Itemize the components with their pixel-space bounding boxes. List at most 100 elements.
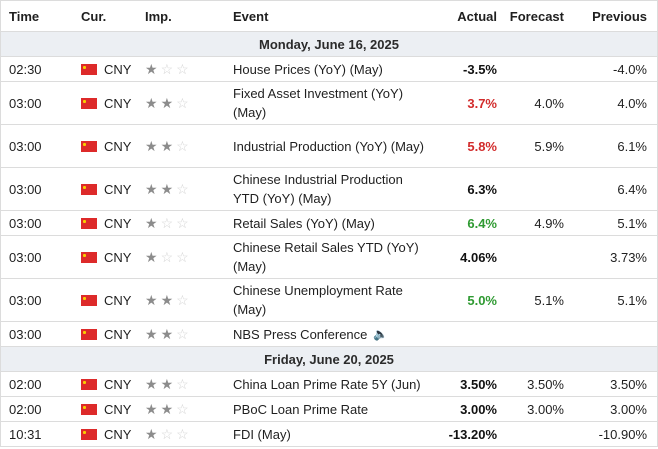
- previous-value: 5.1%: [617, 292, 647, 308]
- forecast-value: 5.9%: [534, 138, 564, 154]
- event-time: 03:00: [9, 249, 42, 265]
- event-name[interactable]: FDI (May): [233, 426, 291, 442]
- star-empty-icon: ☆: [160, 426, 174, 442]
- actual-value: 5.0%: [467, 292, 497, 308]
- previous-value: 6.1%: [617, 138, 647, 154]
- event-name[interactable]: NBS Press Conference: [233, 326, 368, 342]
- currency-code: CNY: [104, 426, 132, 442]
- star-filled-icon: ★: [145, 292, 158, 308]
- star-filled-icon: ★: [145, 426, 158, 442]
- event-name[interactable]: PBoC Loan Prime Rate: [233, 401, 369, 417]
- event-name[interactable]: Chinese Unemployment Rate (May): [233, 283, 403, 317]
- currency-code: CNY: [104, 326, 132, 342]
- event-name-cell[interactable]: House Prices (YoY) (May): [233, 60, 429, 79]
- header-time[interactable]: Time: [9, 8, 40, 24]
- currency-cell: CNY: [81, 250, 145, 265]
- event-row[interactable]: 03:00 CNY ★ ☆ ☆ Chinese Retail Sales YTD (YoY…: [1, 236, 657, 279]
- actual-value: 6.3%: [467, 181, 497, 197]
- star-filled-icon: ★: [145, 61, 158, 77]
- previous-value: 3.50%: [610, 376, 647, 392]
- actual-value: 6.4%: [467, 215, 497, 231]
- event-row[interactable]: 10:31 CNY ★ ☆ ☆ FDI (May) -13.20% -10.90%: [1, 422, 657, 447]
- event-name[interactable]: Fixed Asset Investment (YoY) (May): [233, 86, 404, 120]
- event-row[interactable]: 03:00 CNY ★ ★ ☆ Fixed Asset Investment (YoY) …: [1, 82, 657, 125]
- event-row[interactable]: 03:00 CNY ★ ☆ ☆ Retail Sales (YoY) (May) 6.4% 4…: [1, 211, 657, 236]
- event-name[interactable]: Chinese Industrial Production YTD (YoY) …: [233, 172, 403, 206]
- event-row[interactable]: 02:30 CNY ★ ☆ ☆ House Prices (YoY) (May) -3.5%…: [1, 57, 657, 82]
- china-flag-icon: [81, 183, 97, 195]
- header-importance[interactable]: Imp.: [145, 8, 172, 24]
- importance-stars: ★ ☆ ☆: [145, 216, 233, 230]
- previous-value: 3.73%: [610, 249, 647, 265]
- event-name-cell[interactable]: PBoC Loan Prime Rate: [233, 400, 429, 419]
- star-filled-icon: ★: [145, 376, 158, 392]
- star-filled-icon: ★: [145, 181, 158, 197]
- event-name-cell[interactable]: Industrial Production (YoY) (May): [233, 137, 429, 156]
- importance-stars: ★ ☆ ☆: [145, 62, 233, 76]
- previous-value: -4.0%: [613, 61, 647, 77]
- importance-stars: ★ ☆ ☆: [145, 250, 233, 264]
- day-header: Friday, June 20, 2025: [1, 347, 657, 372]
- event-name[interactable]: China Loan Prime Rate 5Y (Jun): [233, 376, 421, 392]
- event-name-cell[interactable]: Chinese Industrial Production YTD (YoY) …: [233, 170, 429, 208]
- event-name[interactable]: House Prices (YoY) (May): [233, 61, 383, 77]
- star-empty-icon: ☆: [176, 426, 189, 442]
- star-empty-icon: ☆: [160, 249, 174, 265]
- star-empty-icon: ☆: [176, 95, 189, 111]
- star-filled-icon: ★: [160, 138, 174, 154]
- event-name[interactable]: Retail Sales (YoY) (May): [233, 215, 375, 231]
- china-flag-icon: [81, 428, 97, 440]
- event-row[interactable]: 02:00 CNY ★ ★ ☆ PBoC Loan Prime Rate 3.00% 3.00…: [1, 397, 657, 422]
- event-row[interactable]: 03:00 CNY ★ ★ ☆ Chinese Unemployment Rate (Ma…: [1, 279, 657, 322]
- header-previous[interactable]: Previous: [592, 8, 647, 24]
- china-flag-icon: [81, 217, 97, 229]
- event-name-cell[interactable]: Chinese Retail Sales YTD (YoY) (May): [233, 238, 429, 276]
- china-flag-icon: [81, 97, 97, 109]
- currency-cell: CNY: [81, 216, 145, 231]
- star-filled-icon: ★: [160, 376, 174, 392]
- star-empty-icon: ☆: [160, 61, 174, 77]
- previous-value: -10.90%: [598, 426, 647, 442]
- currency-cell: CNY: [81, 182, 145, 197]
- previous-value: 5.1%: [617, 215, 647, 231]
- event-name-cell[interactable]: Fixed Asset Investment (YoY) (May): [233, 84, 429, 122]
- event-time: 03:00: [9, 215, 42, 231]
- currency-code: CNY: [104, 249, 132, 265]
- event-row[interactable]: 02:00 CNY ★ ★ ☆ China Loan Prime Rate 5Y (Jun…: [1, 372, 657, 397]
- star-empty-icon: ☆: [176, 215, 189, 231]
- currency-cell: CNY: [81, 293, 145, 308]
- event-time: 02:00: [9, 376, 42, 392]
- star-filled-icon: ★: [145, 401, 158, 417]
- event-time: 02:00: [9, 401, 42, 417]
- header-currency[interactable]: Cur.: [81, 8, 107, 24]
- event-name-cell[interactable]: China Loan Prime Rate 5Y (Jun): [233, 375, 429, 394]
- currency-cell: CNY: [81, 377, 145, 392]
- star-empty-icon: ☆: [176, 249, 189, 265]
- star-empty-icon: ☆: [176, 138, 189, 154]
- event-name-cell[interactable]: NBS Press Conference 🔈: [233, 325, 429, 344]
- event-name[interactable]: Chinese Retail Sales YTD (YoY) (May): [233, 240, 419, 274]
- event-row[interactable]: 03:00 CNY ★ ★ ☆ Chinese Industrial Production…: [1, 168, 657, 211]
- event-name-cell[interactable]: Retail Sales (YoY) (May): [233, 214, 429, 233]
- actual-value: 5.8%: [467, 138, 497, 154]
- importance-stars: ★ ★ ☆: [145, 182, 233, 196]
- event-row[interactable]: 03:00 CNY ★ ★ ☆ NBS Press Conference 🔈: [1, 322, 657, 347]
- currency-cell: CNY: [81, 402, 145, 417]
- importance-stars: ★ ☆ ☆: [145, 427, 233, 441]
- importance-stars: ★ ★ ☆: [145, 293, 233, 307]
- currency-code: CNY: [104, 292, 132, 308]
- currency-cell: CNY: [81, 427, 145, 442]
- event-name-cell[interactable]: FDI (May): [233, 425, 429, 444]
- header-forecast[interactable]: Forecast: [509, 8, 564, 24]
- star-filled-icon: ★: [145, 215, 158, 231]
- event-row[interactable]: 03:00 CNY ★ ★ ☆ Industrial Production (YoY) (…: [1, 125, 657, 168]
- header-event[interactable]: Event: [233, 8, 269, 24]
- china-flag-icon: [81, 403, 97, 415]
- event-name-cell[interactable]: Chinese Unemployment Rate (May): [233, 281, 429, 319]
- header-actual[interactable]: Actual: [457, 8, 497, 24]
- event-time: 03:00: [9, 95, 42, 111]
- forecast-value: 5.1%: [534, 292, 564, 308]
- star-filled-icon: ★: [160, 181, 174, 197]
- event-name[interactable]: Industrial Production (YoY) (May): [233, 138, 424, 154]
